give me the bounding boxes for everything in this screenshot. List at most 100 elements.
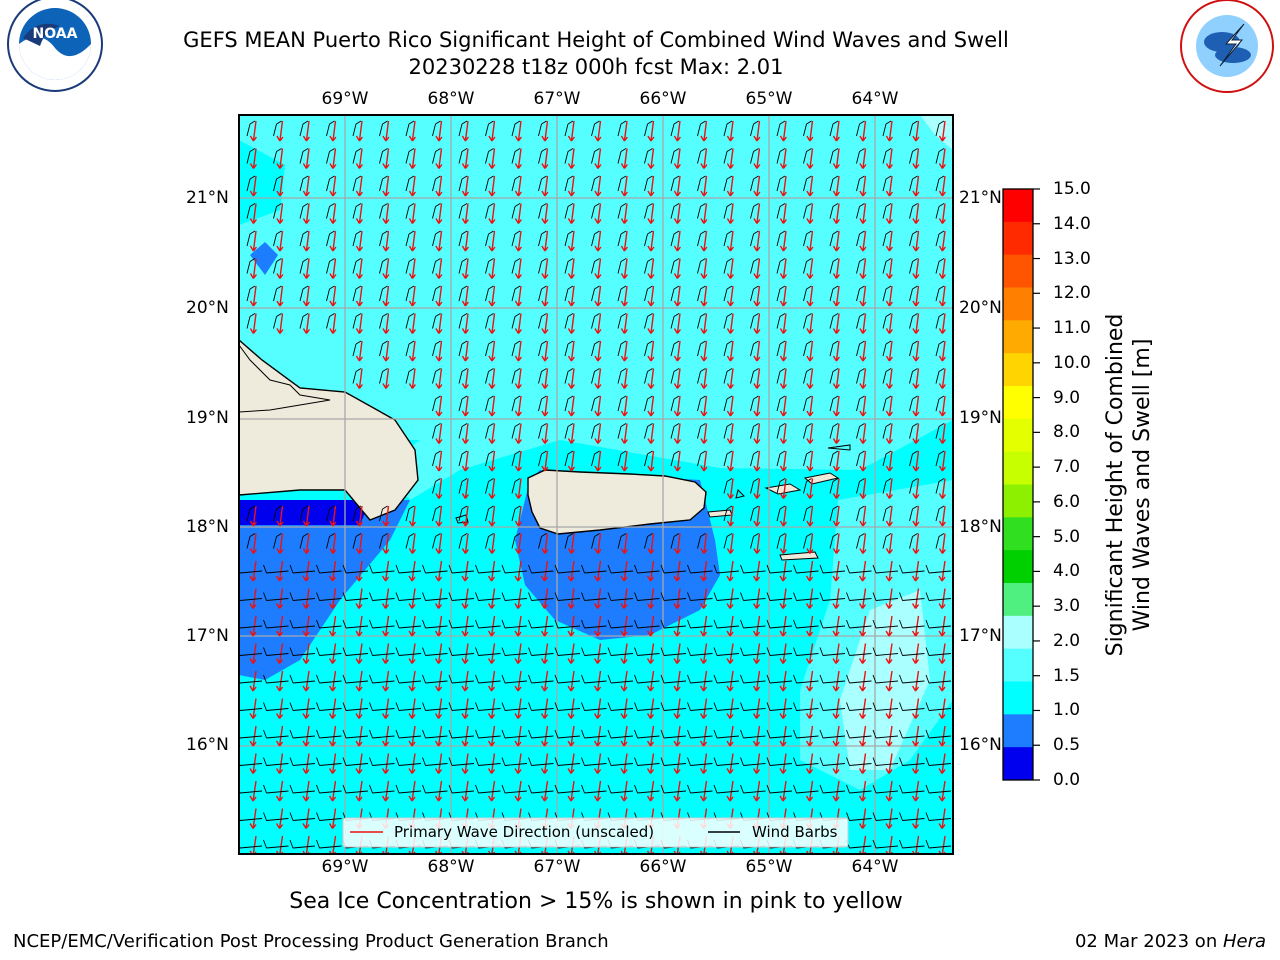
wave-direction-arrow xyxy=(726,340,734,362)
colorbar-tick-label: 6.0 xyxy=(1053,491,1081,512)
wind-barb xyxy=(289,564,316,574)
wave-direction-arrow xyxy=(726,258,734,279)
wind-barb xyxy=(316,647,342,656)
wave-direction-arrow xyxy=(435,478,443,499)
wave-direction-arrow xyxy=(381,643,390,664)
wind-barb xyxy=(909,258,918,274)
wave-direction-arrow xyxy=(938,175,946,197)
wind-barb xyxy=(395,592,422,601)
wind-barb xyxy=(644,423,653,439)
wave-direction-arrow xyxy=(646,643,655,664)
wind-barb xyxy=(564,313,574,329)
colorbar-tick-label: 2.0 xyxy=(1053,630,1081,651)
wind-barb xyxy=(829,313,839,329)
wind-barb xyxy=(316,812,342,821)
wind-barb xyxy=(687,784,713,794)
lat-label-right: 21°N xyxy=(959,188,1002,208)
wind-barb xyxy=(448,674,475,684)
wind-barb xyxy=(273,175,282,192)
wave-direction-arrow xyxy=(488,450,496,472)
wind-barb xyxy=(819,729,846,739)
map-legend: Primary Wave Direction (unscaled) Wind B… xyxy=(342,817,849,848)
wave-direction-arrow xyxy=(753,203,761,224)
wind-barb xyxy=(591,258,600,274)
wind-barb xyxy=(485,368,494,384)
wind-barb xyxy=(670,203,680,219)
wind-barb xyxy=(554,564,581,574)
wave-direction-arrow xyxy=(355,148,363,169)
wind-barb xyxy=(485,148,494,164)
wave-direction-arrow xyxy=(249,120,257,142)
wave-direction-arrow xyxy=(859,230,867,252)
wave-direction-arrow xyxy=(859,340,867,362)
wind-barb xyxy=(644,175,653,192)
wave-direction-arrow xyxy=(726,175,734,197)
wave-direction-arrow xyxy=(249,670,257,692)
wave-direction-arrow xyxy=(382,285,390,307)
wave-direction-arrow xyxy=(355,340,363,362)
wave-direction-arrow xyxy=(700,533,708,554)
wind-barb xyxy=(316,702,342,711)
wave-direction-arrow xyxy=(434,753,443,774)
wind-barb xyxy=(872,702,899,711)
wave-direction-arrow xyxy=(541,423,549,444)
wind-barb xyxy=(617,203,627,219)
wind-barb xyxy=(422,674,448,684)
wind-barb xyxy=(458,478,468,494)
wind-barb xyxy=(882,148,892,164)
wave-direction-arrow xyxy=(753,340,761,362)
wave-direction-arrow xyxy=(885,780,893,802)
wave-direction-arrow xyxy=(938,230,946,252)
wave-direction-arrow xyxy=(275,725,284,747)
wind-barb xyxy=(458,285,468,302)
wind-barb xyxy=(432,230,441,247)
wind-barb xyxy=(501,564,528,574)
wind-barb xyxy=(723,285,733,302)
wind-barb-legend-label: Wind Barbs xyxy=(752,823,838,841)
wind-barb xyxy=(316,592,342,601)
wind-barb xyxy=(538,450,547,467)
wind-barb xyxy=(660,592,687,601)
wind-barb xyxy=(538,230,547,247)
wave-direction-arrow xyxy=(355,313,363,334)
wave-direction-arrow xyxy=(673,670,681,692)
wind-barb xyxy=(289,702,316,711)
wind-barb xyxy=(564,175,574,192)
wave-direction-arrow xyxy=(647,450,655,472)
wave-direction-arrow xyxy=(302,643,310,664)
wave-direction-arrow xyxy=(355,368,363,389)
wave-direction-arrow xyxy=(620,285,628,307)
lat-label-right: 17°N xyxy=(959,626,1002,646)
wave-direction-arrow xyxy=(700,203,708,224)
wave-direction-arrow xyxy=(646,560,655,582)
wind-barb xyxy=(766,784,793,794)
wave-direction-arrow xyxy=(328,698,337,719)
wind-barb xyxy=(528,729,554,739)
wave-direction-arrow xyxy=(673,533,681,554)
wave-direction-arrow xyxy=(806,423,814,444)
wave-direction-arrow xyxy=(381,725,390,747)
wind-barb xyxy=(299,258,309,274)
wind-barb xyxy=(316,839,342,849)
colorbar-tick-label: 15.0 xyxy=(1053,179,1091,199)
wave-direction-arrow xyxy=(567,148,575,169)
wind-barb xyxy=(750,313,759,329)
wind-barb xyxy=(432,505,441,522)
wave-direction-arrow xyxy=(938,120,946,142)
wave-direction-arrow xyxy=(885,478,893,499)
wind-barb xyxy=(617,340,627,357)
wind-barb xyxy=(617,175,627,192)
wind-barb xyxy=(670,423,680,439)
wave-direction-arrow xyxy=(514,313,522,334)
wave-direction-arrow xyxy=(355,533,363,554)
wave-direction-arrow xyxy=(488,313,496,334)
wave-direction-arrow xyxy=(328,753,337,774)
wave-direction-arrow xyxy=(567,725,575,747)
wind-barb xyxy=(511,478,521,494)
wave-direction-arrow xyxy=(249,175,257,197)
wind-barb xyxy=(882,340,892,357)
wind-barb xyxy=(263,564,289,574)
wind-barb xyxy=(829,230,839,247)
colorbar-band xyxy=(1003,418,1033,453)
wave-direction-arrow xyxy=(620,203,628,224)
